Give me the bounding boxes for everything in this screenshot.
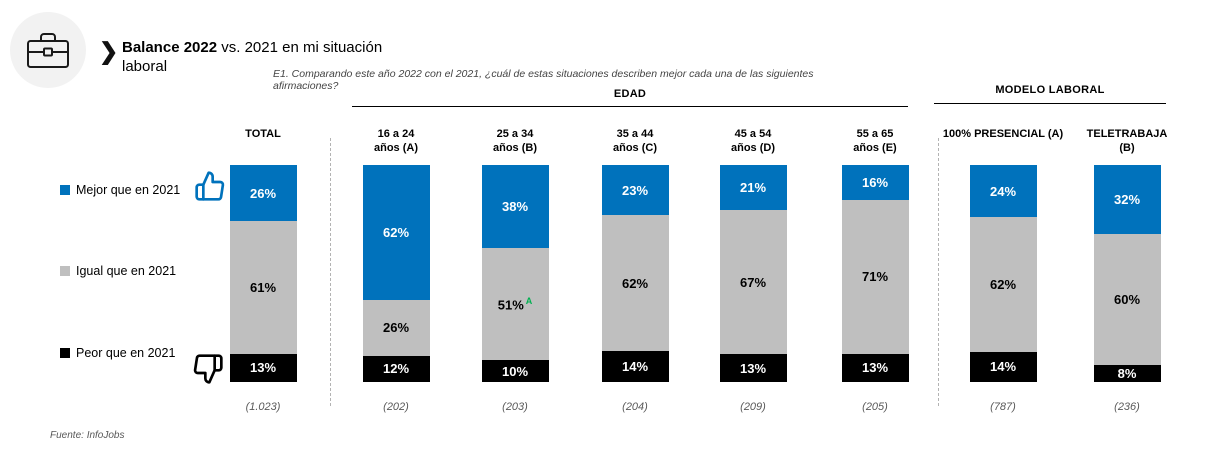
base-size-label: (787): [990, 401, 1016, 413]
bar-segment: 24%: [969, 165, 1037, 218]
stacked-bar: 23% 62% 14%: [601, 165, 669, 382]
bar-segment: 14%: [601, 351, 669, 382]
bar-segment: 26%: [229, 165, 297, 222]
legend-swatch: [60, 348, 70, 358]
base-size-label: (203): [502, 401, 528, 413]
legend-label: Mejor que en 2021: [76, 183, 181, 197]
segment-value-label: 62%: [382, 224, 410, 240]
bar-segment: 13%: [841, 353, 909, 382]
bar-segment: 32%: [1093, 165, 1161, 235]
segment-value-label: 13%: [739, 360, 767, 376]
stacked-bar: 24% 62% 14%: [969, 165, 1037, 382]
base-size-label: (1.023): [245, 401, 281, 413]
title-bold-part: Balance 2022: [122, 39, 218, 56]
bar-segment: 14%: [969, 351, 1037, 382]
column-header: 45 a 54 años (D): [731, 128, 775, 154]
modelo-underline: [934, 103, 1166, 104]
segment-value-label: 13%: [861, 360, 889, 376]
stacked-bar: 21% 67% 13%: [719, 165, 787, 382]
thumbs-down-icon: [192, 353, 224, 385]
base-size-label: (204): [622, 401, 648, 413]
bar-segment: 71%: [841, 199, 909, 354]
significance-marker: A: [525, 296, 533, 306]
group-header-modelo: MODELO LABORAL: [995, 84, 1105, 96]
segment-value-label: 51% A: [497, 296, 533, 313]
stacked-bar: 26% 61% 13%: [229, 165, 297, 382]
bar-segment: 62%: [601, 215, 669, 352]
column-header: 55 a 65 años (E): [853, 128, 897, 154]
edad-underline: [352, 106, 908, 107]
divider-total-edad: [330, 138, 331, 406]
column-header: 35 a 44 años (C): [613, 128, 657, 154]
stacked-bar: 32% 60% 8%: [1093, 165, 1161, 382]
base-size-label: (236): [1114, 401, 1140, 413]
bar-segment: 12%: [362, 355, 430, 382]
bar-segment: 21%: [719, 165, 787, 211]
legend-label: Igual que en 2021: [76, 264, 177, 278]
column-header: TELETRABAJA (B): [1086, 128, 1168, 154]
stacked-bar: 62% 26% 12%: [362, 165, 430, 382]
legend-item: Igual que en 2021: [60, 264, 176, 278]
base-size-label: (209): [740, 401, 766, 413]
segment-value-label: 61%: [249, 280, 277, 296]
bar-segment: 62%: [362, 165, 430, 300]
bar-segment: 67%: [719, 210, 787, 355]
bar-segment: 51% A: [481, 248, 549, 361]
bar-segment: 38%: [481, 165, 549, 249]
segment-value-label: 24%: [989, 183, 1017, 199]
legend-label: Peor que en 2021: [76, 346, 176, 360]
segment-value-label: 8%: [1117, 365, 1137, 381]
segment-value-label: 23%: [621, 182, 649, 198]
base-size-label: (202): [383, 401, 409, 413]
column-header: 25 a 34 años (B): [493, 128, 537, 154]
bar-segment: 16%: [841, 165, 909, 200]
segment-value-label: 26%: [382, 320, 410, 336]
segment-value-label: 13%: [249, 360, 277, 376]
page-title: Balance 2022 vs. 2021 en mi situación la…: [122, 38, 400, 76]
survey-question: E1. Comparando este año 2022 con el 2021…: [273, 68, 814, 92]
legend-swatch: [60, 266, 70, 276]
segment-value-label: 67%: [739, 274, 767, 290]
segment-value-label: 14%: [989, 359, 1017, 375]
column-header: 16 a 24 años (A): [374, 128, 418, 154]
bar-segment: 8%: [1093, 364, 1161, 382]
segment-value-label: 32%: [1113, 192, 1141, 208]
bar-segment: 62%: [969, 217, 1037, 352]
bar-segment: 60%: [1093, 234, 1161, 365]
bar-segment: 13%: [719, 354, 787, 382]
segment-value-label: 38%: [501, 199, 529, 215]
base-size-label: (205): [862, 401, 888, 413]
source-note: Fuente: InfoJobs: [50, 430, 125, 441]
segment-value-label: 21%: [739, 180, 767, 196]
segment-value-label: 71%: [861, 269, 889, 285]
group-header-edad: EDAD: [613, 88, 647, 100]
segment-value-label: 10%: [501, 363, 529, 379]
segment-value-label: 60%: [1113, 292, 1141, 308]
bar-segment: 23%: [601, 165, 669, 216]
segment-value-label: 14%: [621, 359, 649, 375]
segment-value-label: 26%: [249, 185, 277, 201]
thumbs-up-icon: [194, 170, 226, 202]
segment-value-label: 62%: [621, 275, 649, 291]
bar-segment: 61%: [229, 221, 297, 354]
briefcase-icon: [10, 12, 86, 88]
column-header: TOTAL: [245, 128, 281, 140]
legend-swatch: [60, 185, 70, 195]
stacked-bar: 38% 51% A 10%: [481, 165, 549, 382]
legend-item: Peor que en 2021: [60, 346, 175, 360]
bar-segment: 26%: [362, 299, 430, 356]
segment-value-label: 12%: [382, 361, 410, 377]
divider-edad-modelo: [938, 138, 939, 406]
bar-segment: 13%: [229, 353, 297, 382]
column-header: 100% PRESENCIAL (A): [942, 128, 1064, 140]
title-regular-part: vs. 2021 en mi situación laboral: [122, 39, 383, 75]
segment-value-label: 16%: [861, 174, 889, 190]
segment-value-label: 62%: [989, 276, 1017, 292]
chevron-right-icon: ❯: [99, 38, 119, 64]
bar-segment: 10%: [481, 360, 549, 382]
legend-item: Mejor que en 2021: [60, 183, 180, 197]
stacked-bar: 16% 71% 13%: [841, 165, 909, 382]
